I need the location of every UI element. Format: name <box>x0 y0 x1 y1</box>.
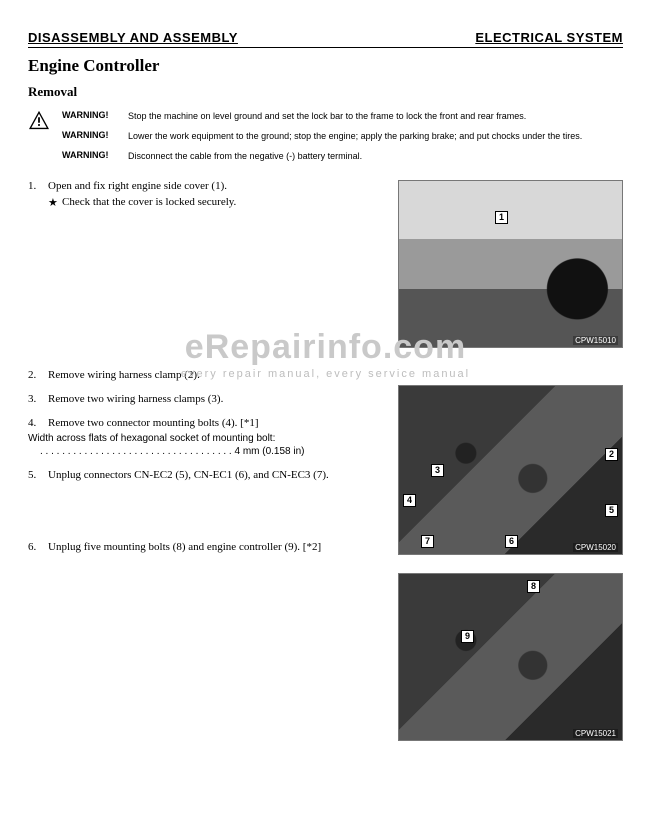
warning-rows: WARNING! Stop the machine on level groun… <box>62 110 623 170</box>
warning-block: WARNING! Stop the machine on level groun… <box>28 110 623 170</box>
step-number: 6. <box>28 541 48 553</box>
step-number: 5. <box>28 469 48 481</box>
warning-text: Stop the machine on level ground and set… <box>128 110 623 122</box>
callout-5: 5 <box>605 504 618 517</box>
warning-triangle-icon <box>28 110 50 130</box>
figure-code: CPW15020 <box>573 543 618 552</box>
star-mark: ★ <box>48 196 62 209</box>
callout-8: 8 <box>527 580 540 593</box>
content-area: 1 CPW15010 2 3 4 5 6 7 CPW15020 8 9 CPW1… <box>28 180 623 553</box>
warning-text: Lower the work equipment to the ground; … <box>128 130 623 142</box>
callout-1: 1 <box>495 211 508 224</box>
figure-3: 8 9 CPW15021 <box>398 573 623 741</box>
step-number: 4. <box>28 417 48 429</box>
warning-icon-col <box>28 110 62 170</box>
page-header: DISASSEMBLY AND ASSEMBLY ELECTRICAL SYST… <box>28 30 623 48</box>
warning-label: WARNING! <box>62 110 128 122</box>
warning-label: WARNING! <box>62 150 128 162</box>
step-text: Remove wiring harness clamp (2). <box>48 369 623 381</box>
figure-2: 2 3 4 5 6 7 CPW15020 <box>398 385 623 555</box>
callout-3: 3 <box>431 464 444 477</box>
step-number: 1. <box>28 180 48 192</box>
page-title: Engine Controller <box>28 56 623 76</box>
callout-7: 7 <box>421 535 434 548</box>
page-subtitle: Removal <box>28 84 623 100</box>
figure-code: CPW15010 <box>573 336 618 345</box>
figure-code: CPW15021 <box>573 729 618 738</box>
step-sub-text: Check that the cover is locked securely. <box>62 196 236 209</box>
step-number: 2. <box>28 369 48 381</box>
warning-row: WARNING! Disconnect the cable from the n… <box>62 150 623 162</box>
step-2: 2. Remove wiring harness clamp (2). <box>28 369 623 381</box>
header-right: ELECTRICAL SYSTEM <box>475 30 623 45</box>
callout-9: 9 <box>461 630 474 643</box>
callout-4: 4 <box>403 494 416 507</box>
warning-row: WARNING! Lower the work equipment to the… <box>62 130 623 142</box>
warning-label: WARNING! <box>62 130 128 142</box>
header-left: DISASSEMBLY AND ASSEMBLY <box>28 30 238 45</box>
warning-row: WARNING! Stop the machine on level groun… <box>62 110 623 122</box>
step-number: 3. <box>28 393 48 405</box>
callout-6: 6 <box>505 535 518 548</box>
warning-text: Disconnect the cable from the negative (… <box>128 150 623 162</box>
callout-2: 2 <box>605 448 618 461</box>
figure-1: 1 CPW15010 <box>398 180 623 348</box>
